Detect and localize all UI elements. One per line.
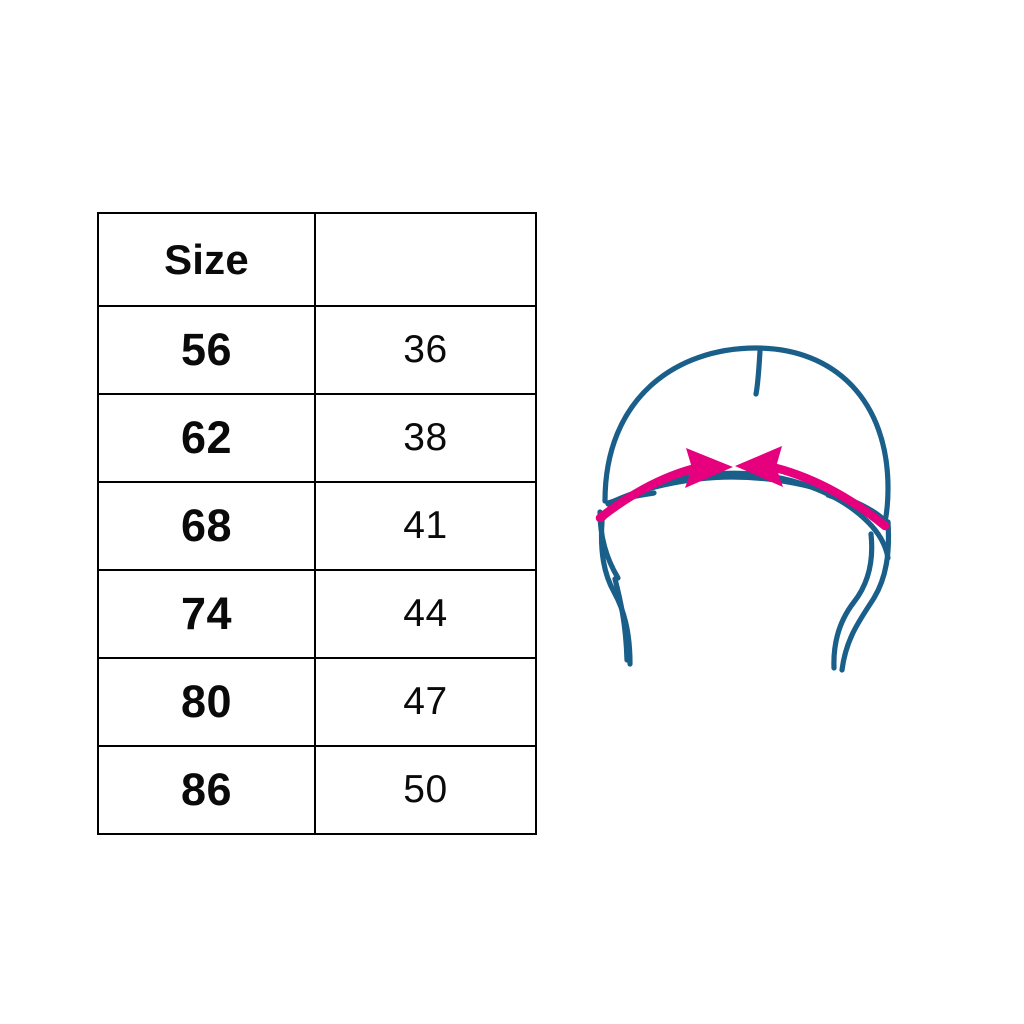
cell-head-circumference: 36 <box>314 305 537 395</box>
hat-earflap-left-path <box>598 519 633 667</box>
cell-size: 80 <box>97 657 316 747</box>
hat-earflap-right-path <box>839 519 892 673</box>
cell-size: 86 <box>97 745 316 835</box>
table-row: 86 50 <box>97 745 537 835</box>
size-table-container: Size 56 36 62 38 68 41 74 44 <box>97 212 537 835</box>
cell-head-circumference: 38 <box>314 393 537 483</box>
hat-outline-group <box>597 345 892 673</box>
cell-head-circumference: 50 <box>314 745 537 835</box>
measure-arrowhead-right-icon <box>735 446 783 487</box>
hat-top-seam-icon <box>753 348 763 397</box>
hat-earflap-right-inner-path <box>831 531 875 671</box>
hat-diagram-svg <box>595 345 892 673</box>
cell-size: 62 <box>97 393 316 483</box>
cell-head-circumference: 44 <box>314 569 537 659</box>
size-table-body: Size 56 36 62 38 68 41 74 44 <box>97 212 537 835</box>
measure-arrow-left-shaft <box>595 464 697 523</box>
hat-earflap-left-inner-path <box>612 576 630 663</box>
cell-size: 68 <box>97 481 316 571</box>
table-row: 80 47 <box>97 657 537 747</box>
size-table: Size 56 36 62 38 68 41 74 44 <box>97 212 537 835</box>
head-circumference-arrow-group <box>595 446 890 531</box>
hat-diagram <box>588 326 918 696</box>
hat-crown-path <box>602 345 891 525</box>
table-row: 56 36 <box>97 305 537 395</box>
table-header-row: Size <box>97 212 537 307</box>
cell-size: 56 <box>97 305 316 395</box>
cell-head-circumference: 41 <box>314 481 537 571</box>
table-row: 74 44 <box>97 569 537 659</box>
table-row: 68 41 <box>97 481 537 571</box>
column-header-measurement <box>314 212 537 307</box>
measure-arrow-right-shaft <box>771 463 890 531</box>
table-row: 62 38 <box>97 393 537 483</box>
cell-head-circumference: 47 <box>314 657 537 747</box>
measure-arrowhead-left-icon <box>685 448 733 488</box>
cell-size: 74 <box>97 569 316 659</box>
column-header-size: Size <box>97 212 316 307</box>
